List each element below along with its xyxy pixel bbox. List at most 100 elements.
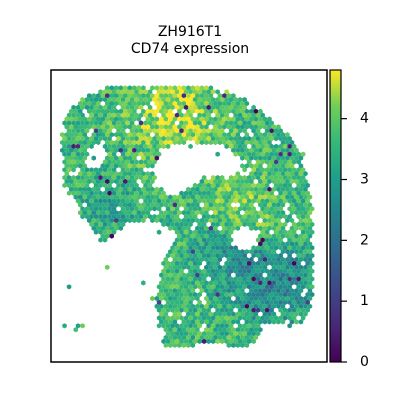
expression-spot <box>231 100 236 107</box>
expression-spot <box>102 104 108 110</box>
expression-spot <box>296 292 301 298</box>
expression-spot <box>262 186 268 192</box>
expression-spot <box>71 120 76 126</box>
expression-spot <box>267 139 272 146</box>
expression-spot <box>181 241 187 247</box>
expression-spot <box>152 128 157 134</box>
expression-spot <box>213 225 218 231</box>
expression-spot <box>217 311 223 317</box>
expression-spot <box>183 112 189 118</box>
expression-spot <box>141 100 146 107</box>
expression-spot <box>280 178 286 185</box>
expression-spot <box>66 175 72 181</box>
expression-spot <box>213 108 218 114</box>
expression-spot <box>107 167 112 173</box>
expression-spot <box>80 159 85 165</box>
expression-spot <box>260 237 265 243</box>
expression-spot <box>249 124 254 130</box>
expression-spot <box>168 225 173 231</box>
expression-spot <box>127 171 133 177</box>
expression-spot <box>233 284 238 290</box>
expression-spot <box>278 307 283 313</box>
expression-spot <box>197 229 202 235</box>
expression-spot <box>255 253 261 259</box>
expression-spot <box>258 116 263 122</box>
expression-spot <box>181 249 187 255</box>
expression-spot <box>181 202 187 208</box>
expression-spot <box>181 295 187 302</box>
expression-spot <box>132 163 137 169</box>
expression-spot <box>73 194 78 200</box>
expression-spot <box>152 198 157 204</box>
expression-spot <box>273 198 279 204</box>
colorbar <box>329 69 342 363</box>
expression-spot <box>109 178 114 185</box>
expression-spot <box>294 288 299 294</box>
expression-spot <box>237 260 243 266</box>
expression-spot <box>251 331 256 337</box>
expression-spot <box>177 241 182 247</box>
expression-spot <box>208 116 214 122</box>
expression-spot <box>188 307 193 313</box>
expression-spot <box>287 175 292 181</box>
expression-spot <box>237 198 243 204</box>
expression-spot <box>93 128 99 134</box>
expression-spot <box>96 93 101 99</box>
expression-spot <box>80 120 85 126</box>
expression-spot <box>192 323 198 329</box>
expression-spot <box>240 311 245 317</box>
expression-spot <box>197 112 202 118</box>
expression-spot <box>253 272 259 278</box>
expression-spot <box>179 307 184 313</box>
expression-spot <box>219 198 225 204</box>
expression-spot <box>289 210 295 216</box>
expression-spot <box>226 334 232 341</box>
expression-spot <box>174 237 180 243</box>
expression-spot <box>105 163 110 169</box>
expression-spot <box>123 163 128 169</box>
expression-spot <box>170 338 175 344</box>
expression-spot <box>163 108 169 114</box>
expression-spot <box>206 89 211 95</box>
expression-spot <box>134 167 139 173</box>
expression-spot <box>224 307 229 313</box>
expression-spot <box>163 311 169 317</box>
expression-spot <box>287 307 292 313</box>
expression-spot <box>226 202 232 208</box>
expression-spot <box>114 163 119 169</box>
expression-spot <box>228 182 234 188</box>
expression-spot <box>251 253 256 259</box>
expression-spot <box>242 221 247 227</box>
expression-spot <box>192 245 198 251</box>
expression-spot <box>276 147 281 153</box>
expression-spot <box>278 276 283 282</box>
expression-spot <box>255 284 261 290</box>
expression-spot <box>235 256 241 263</box>
expression-spot <box>289 178 295 185</box>
expression-spot <box>107 182 112 188</box>
expression-spot <box>253 171 259 177</box>
expression-spot <box>206 315 211 321</box>
expression-spot <box>282 182 288 188</box>
expression-spot <box>179 229 184 235</box>
expression-spot <box>172 280 178 286</box>
expression-spot <box>107 214 112 220</box>
expression-spot <box>244 280 250 286</box>
expression-spot <box>147 120 153 126</box>
expression-spot <box>235 272 241 278</box>
expression-spot <box>224 276 229 282</box>
expression-spot <box>206 120 211 126</box>
expression-spot <box>213 194 218 200</box>
expression-spot <box>294 249 299 255</box>
expression-spot <box>129 198 135 204</box>
expression-spot <box>233 206 238 212</box>
expression-spot <box>91 217 96 224</box>
expression-spot <box>199 194 205 200</box>
expression-spot <box>264 237 270 243</box>
expression-spot <box>213 311 218 317</box>
expression-spot <box>269 315 274 321</box>
expression-spot <box>237 315 243 321</box>
expression-spot <box>118 163 123 169</box>
expression-spot <box>141 171 146 177</box>
expression-spot <box>190 241 196 247</box>
